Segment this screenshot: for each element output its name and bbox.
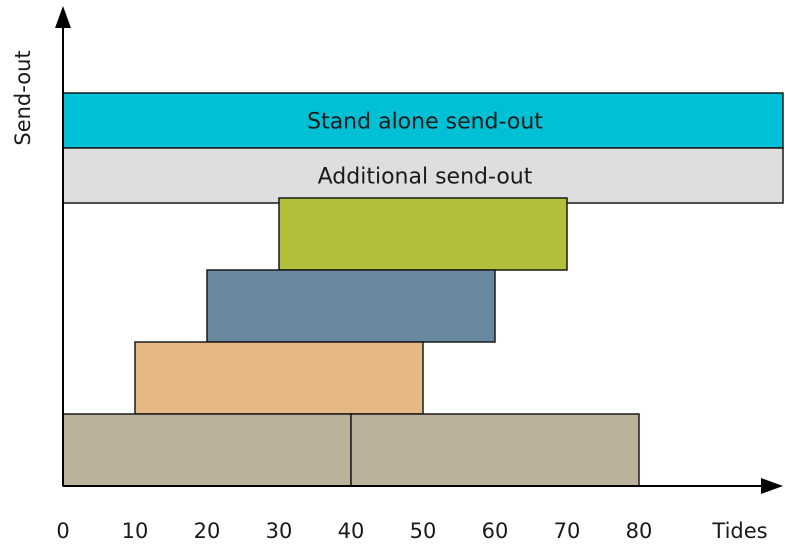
band-0 [62,92,784,149]
x-tick-label: 60 [482,519,509,543]
range-bar-2 [134,341,424,415]
x-axis-arrow-icon [761,478,783,494]
x-tick-label: 10 [122,519,149,543]
x-tick-label: 70 [554,519,581,543]
x-tick-label: 20 [194,519,221,543]
x-tick-label: 50 [410,519,437,543]
x-tick-label: 30 [266,519,293,543]
bands-layer: Stand alone send-out Additional send-out [62,92,784,204]
axes-layer [55,6,783,494]
x-tick-label: 0 [56,519,69,543]
x-axis-title: Tides [711,519,767,543]
range-bar-4 [350,413,640,487]
range-bar-3 [62,413,352,487]
y-axis-arrow-icon [55,6,71,28]
y-axis-title: Send-out [11,50,35,145]
band-1 [62,147,784,204]
x-tick-label: 40 [338,519,365,543]
x-tick-label: 80 [626,519,653,543]
x-tick-labels: 0 10 20 30 40 50 60 70 80 [56,519,652,543]
bars-layer [62,197,640,487]
range-bar-0 [278,197,568,271]
range-bar-1 [206,269,496,343]
band-label-0: Stand alone send-out [307,110,543,135]
band-label-1: Additional send-out [318,165,533,190]
